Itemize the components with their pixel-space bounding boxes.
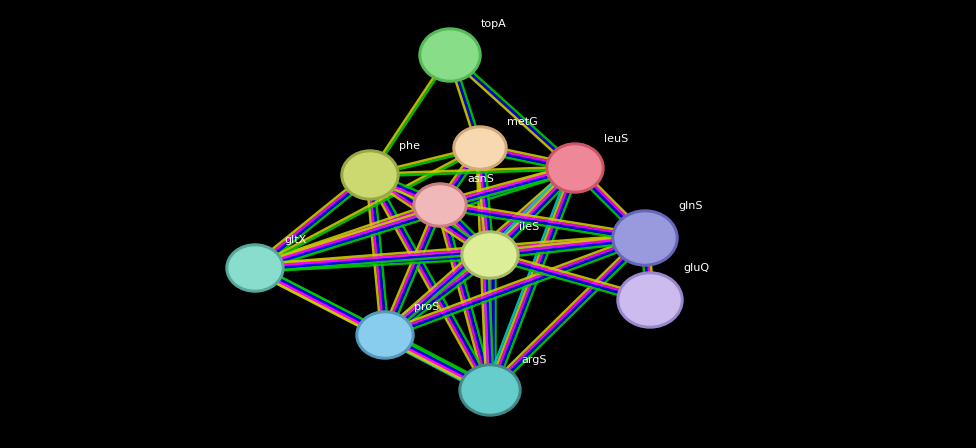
- Text: glnS: glnS: [678, 201, 703, 211]
- Text: ileS: ileS: [519, 222, 540, 232]
- Ellipse shape: [422, 31, 478, 79]
- Text: asnS: asnS: [467, 174, 494, 184]
- Ellipse shape: [419, 28, 481, 82]
- Ellipse shape: [453, 126, 507, 170]
- Ellipse shape: [341, 150, 399, 200]
- Text: leuS: leuS: [604, 134, 629, 144]
- Ellipse shape: [359, 314, 411, 356]
- Ellipse shape: [612, 210, 678, 266]
- Ellipse shape: [413, 183, 467, 227]
- Text: topA: topA: [481, 19, 507, 29]
- Ellipse shape: [461, 231, 519, 279]
- Ellipse shape: [226, 244, 284, 292]
- Text: metG: metG: [507, 117, 538, 127]
- Ellipse shape: [459, 364, 521, 416]
- Ellipse shape: [462, 367, 518, 413]
- Ellipse shape: [617, 272, 683, 328]
- Ellipse shape: [416, 186, 464, 224]
- Ellipse shape: [546, 143, 604, 193]
- Text: proS: proS: [414, 302, 439, 312]
- Text: gltX: gltX: [284, 235, 306, 245]
- Ellipse shape: [620, 275, 680, 325]
- Ellipse shape: [456, 129, 504, 167]
- Ellipse shape: [615, 213, 675, 263]
- Ellipse shape: [229, 247, 281, 289]
- Text: argS: argS: [521, 355, 547, 365]
- Ellipse shape: [356, 311, 414, 359]
- Text: gluQ: gluQ: [683, 263, 710, 273]
- Ellipse shape: [464, 234, 516, 276]
- Ellipse shape: [549, 146, 601, 190]
- Ellipse shape: [344, 153, 396, 197]
- Text: phe: phe: [399, 141, 420, 151]
